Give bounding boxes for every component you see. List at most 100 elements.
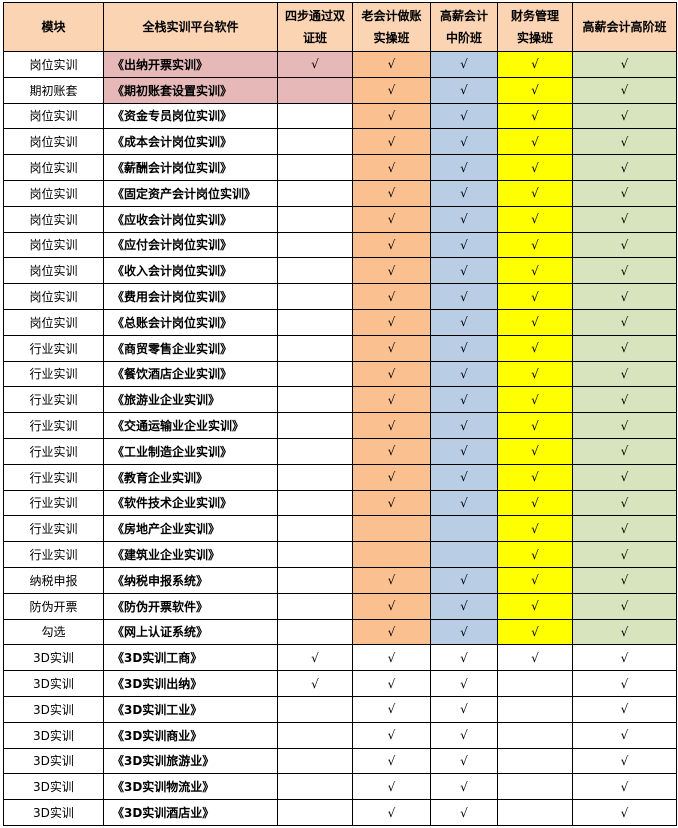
check-cell-mid-level: √ xyxy=(430,799,498,826)
table-row: 行业实训 《商贸零售企业实训》 √ √ √ √ xyxy=(3,334,677,362)
check-cell-advanced: √ xyxy=(572,566,677,594)
check-cell-old-accountant xyxy=(352,541,431,568)
check-mark-icon: √ xyxy=(387,392,396,407)
check-mark-icon: √ xyxy=(620,134,629,149)
table-row: 3D实训 《3D实训出纳》 √ √ √ √ xyxy=(3,670,677,697)
check-cell-mid-level: √ xyxy=(430,386,498,414)
check-mark-icon: √ xyxy=(620,495,629,510)
check-cell-finance-mgmt: √ xyxy=(497,102,573,130)
course-comparison-table: 模块 全栈实训平台软件 四步通过双证班 老会计做账实操班 高薪会计中阶班 财务管… xyxy=(3,2,677,826)
header-mid-level-class: 高薪会计中阶班 xyxy=(430,2,498,52)
check-cell-old-accountant: √ xyxy=(352,463,431,491)
table-row: 行业实训 《工业制造企业实训》 √ √ √ √ xyxy=(3,437,677,465)
software-cell: 《期初账套设置实训》 xyxy=(103,76,278,104)
check-cell-old-accountant: √ xyxy=(352,670,431,697)
check-cell-finance-mgmt: √ xyxy=(497,515,573,543)
check-cell-mid-level: √ xyxy=(430,308,498,336)
check-cell-old-accountant: √ xyxy=(352,154,431,181)
check-mark-icon: √ xyxy=(620,315,629,330)
check-mark-icon: √ xyxy=(620,547,629,562)
check-mark-icon: √ xyxy=(531,470,539,485)
check-cell-mid-level: √ xyxy=(430,412,498,439)
header-advanced-class: 高薪会计高阶班 xyxy=(572,2,677,52)
check-cell-four-step xyxy=(277,154,353,181)
check-mark-icon: √ xyxy=(387,624,396,639)
check-mark-icon: √ xyxy=(531,624,539,639)
check-mark-icon: √ xyxy=(387,573,396,588)
software-cell: 《软件技术企业实训》 xyxy=(103,489,278,517)
check-cell-mid-level: √ xyxy=(430,205,498,233)
table-row: 岗位实训 《应收会计岗位实训》 √ √ √ √ xyxy=(3,205,677,233)
check-cell-old-accountant: √ xyxy=(352,51,431,78)
software-cell: 《工业制造企业实训》 xyxy=(103,437,278,465)
check-mark-icon: √ xyxy=(620,573,629,588)
check-mark-icon: √ xyxy=(620,676,629,691)
table-row: 3D实训 《3D实训工商》 √ √ √ √ √ xyxy=(3,644,677,672)
check-mark-icon: √ xyxy=(460,599,468,614)
check-cell-finance-mgmt: √ xyxy=(497,644,573,672)
check-cell-advanced: √ xyxy=(572,412,677,439)
table-row: 岗位实训 《总账会计岗位实训》 √ √ √ √ xyxy=(3,308,677,336)
check-cell-advanced: √ xyxy=(572,205,677,233)
check-cell-old-accountant: √ xyxy=(352,566,431,594)
module-cell: 纳税申报 xyxy=(3,566,104,594)
check-mark-icon: √ xyxy=(460,108,468,123)
check-cell-four-step xyxy=(277,618,353,646)
check-cell-old-accountant: √ xyxy=(352,128,431,156)
module-cell: 岗位实训 xyxy=(3,308,104,336)
check-mark-icon: √ xyxy=(460,315,468,330)
module-cell: 岗位实训 xyxy=(3,102,104,130)
check-cell-four-step xyxy=(277,721,353,749)
table-row: 防伪开票 《防伪开票软件》 √ √ √ √ xyxy=(3,592,677,620)
check-cell-four-step xyxy=(277,257,353,285)
check-cell-mid-level: √ xyxy=(430,154,498,181)
check-mark-icon: √ xyxy=(620,186,629,201)
check-mark-icon: √ xyxy=(460,212,468,227)
check-cell-four-step xyxy=(277,489,353,517)
check-cell-finance-mgmt: √ xyxy=(497,179,573,207)
software-cell: 《商贸零售企业实训》 xyxy=(103,334,278,362)
header-row: 模块 全栈实训平台软件 四步通过双证班 老会计做账实操班 高薪会计中阶班 财务管… xyxy=(3,2,677,52)
check-mark-icon: √ xyxy=(460,573,468,588)
software-cell: 《3D实训工商》 xyxy=(103,644,278,672)
module-cell: 岗位实训 xyxy=(3,283,104,310)
table-row: 岗位实训 《薪酬会计岗位实训》 √ √ √ √ xyxy=(3,154,677,181)
module-cell: 行业实训 xyxy=(3,515,104,543)
software-cell: 《应付会计岗位实训》 xyxy=(103,231,278,259)
check-cell-mid-level: √ xyxy=(430,644,498,672)
table-row: 3D实训 《3D实训旅游业》 √ √ √ xyxy=(3,747,677,775)
check-mark-icon: √ xyxy=(460,624,468,639)
software-cell: 《3D实训商业》 xyxy=(103,721,278,749)
check-cell-old-accountant: √ xyxy=(352,205,431,233)
check-mark-icon: √ xyxy=(531,160,539,175)
check-mark-icon: √ xyxy=(531,237,539,252)
software-cell: 《3D实训酒店业》 xyxy=(103,799,278,826)
check-cell-mid-level: √ xyxy=(430,618,498,646)
check-cell-finance-mgmt xyxy=(497,670,573,697)
header-software: 全栈实训平台软件 xyxy=(103,2,278,52)
check-mark-icon: √ xyxy=(620,779,629,794)
check-mark-icon: √ xyxy=(620,392,629,407)
check-cell-finance-mgmt: √ xyxy=(497,154,573,181)
check-cell-old-accountant: √ xyxy=(352,412,431,439)
check-cell-mid-level: √ xyxy=(430,102,498,130)
check-mark-icon: √ xyxy=(387,341,396,356)
check-mark-icon: √ xyxy=(531,57,539,72)
check-cell-finance-mgmt: √ xyxy=(497,592,573,620)
check-cell-mid-level: √ xyxy=(430,747,498,775)
check-cell-finance-mgmt: √ xyxy=(497,412,573,439)
check-mark-icon: √ xyxy=(460,650,468,665)
table-row: 纳税申报 《纳税申报系统》 √ √ √ √ xyxy=(3,566,677,594)
check-mark-icon: √ xyxy=(620,83,629,98)
check-mark-icon: √ xyxy=(387,650,396,665)
check-mark-icon: √ xyxy=(620,263,629,278)
check-mark-icon: √ xyxy=(387,134,396,149)
check-cell-finance-mgmt: √ xyxy=(497,541,573,568)
check-cell-old-accountant: √ xyxy=(352,437,431,465)
table-row: 行业实训 《交通运输业企业实训》 √ √ √ √ xyxy=(3,412,677,439)
header-old-accountant-class: 老会计做账实操班 xyxy=(352,2,431,52)
software-cell: 《资金专员岗位实训》 xyxy=(103,102,278,130)
table-row: 勾选 《网上认证系统》 √ √ √ √ xyxy=(3,618,677,646)
check-mark-icon: √ xyxy=(387,108,396,123)
check-cell-advanced: √ xyxy=(572,231,677,259)
